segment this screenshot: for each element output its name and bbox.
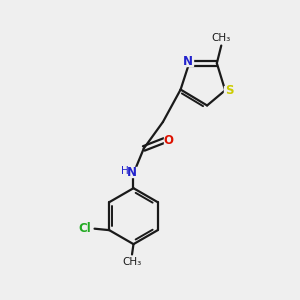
Text: N: N <box>127 166 137 179</box>
Bar <box>182 58 193 66</box>
Text: H: H <box>122 166 129 176</box>
Bar <box>224 86 235 94</box>
Text: Cl: Cl <box>79 222 92 235</box>
Text: CH₃: CH₃ <box>122 257 142 267</box>
Text: O: O <box>164 134 173 147</box>
Bar <box>164 136 173 144</box>
Text: S: S <box>225 84 233 97</box>
Text: CH₃: CH₃ <box>212 33 231 43</box>
Text: N: N <box>183 55 193 68</box>
Bar <box>119 167 137 177</box>
